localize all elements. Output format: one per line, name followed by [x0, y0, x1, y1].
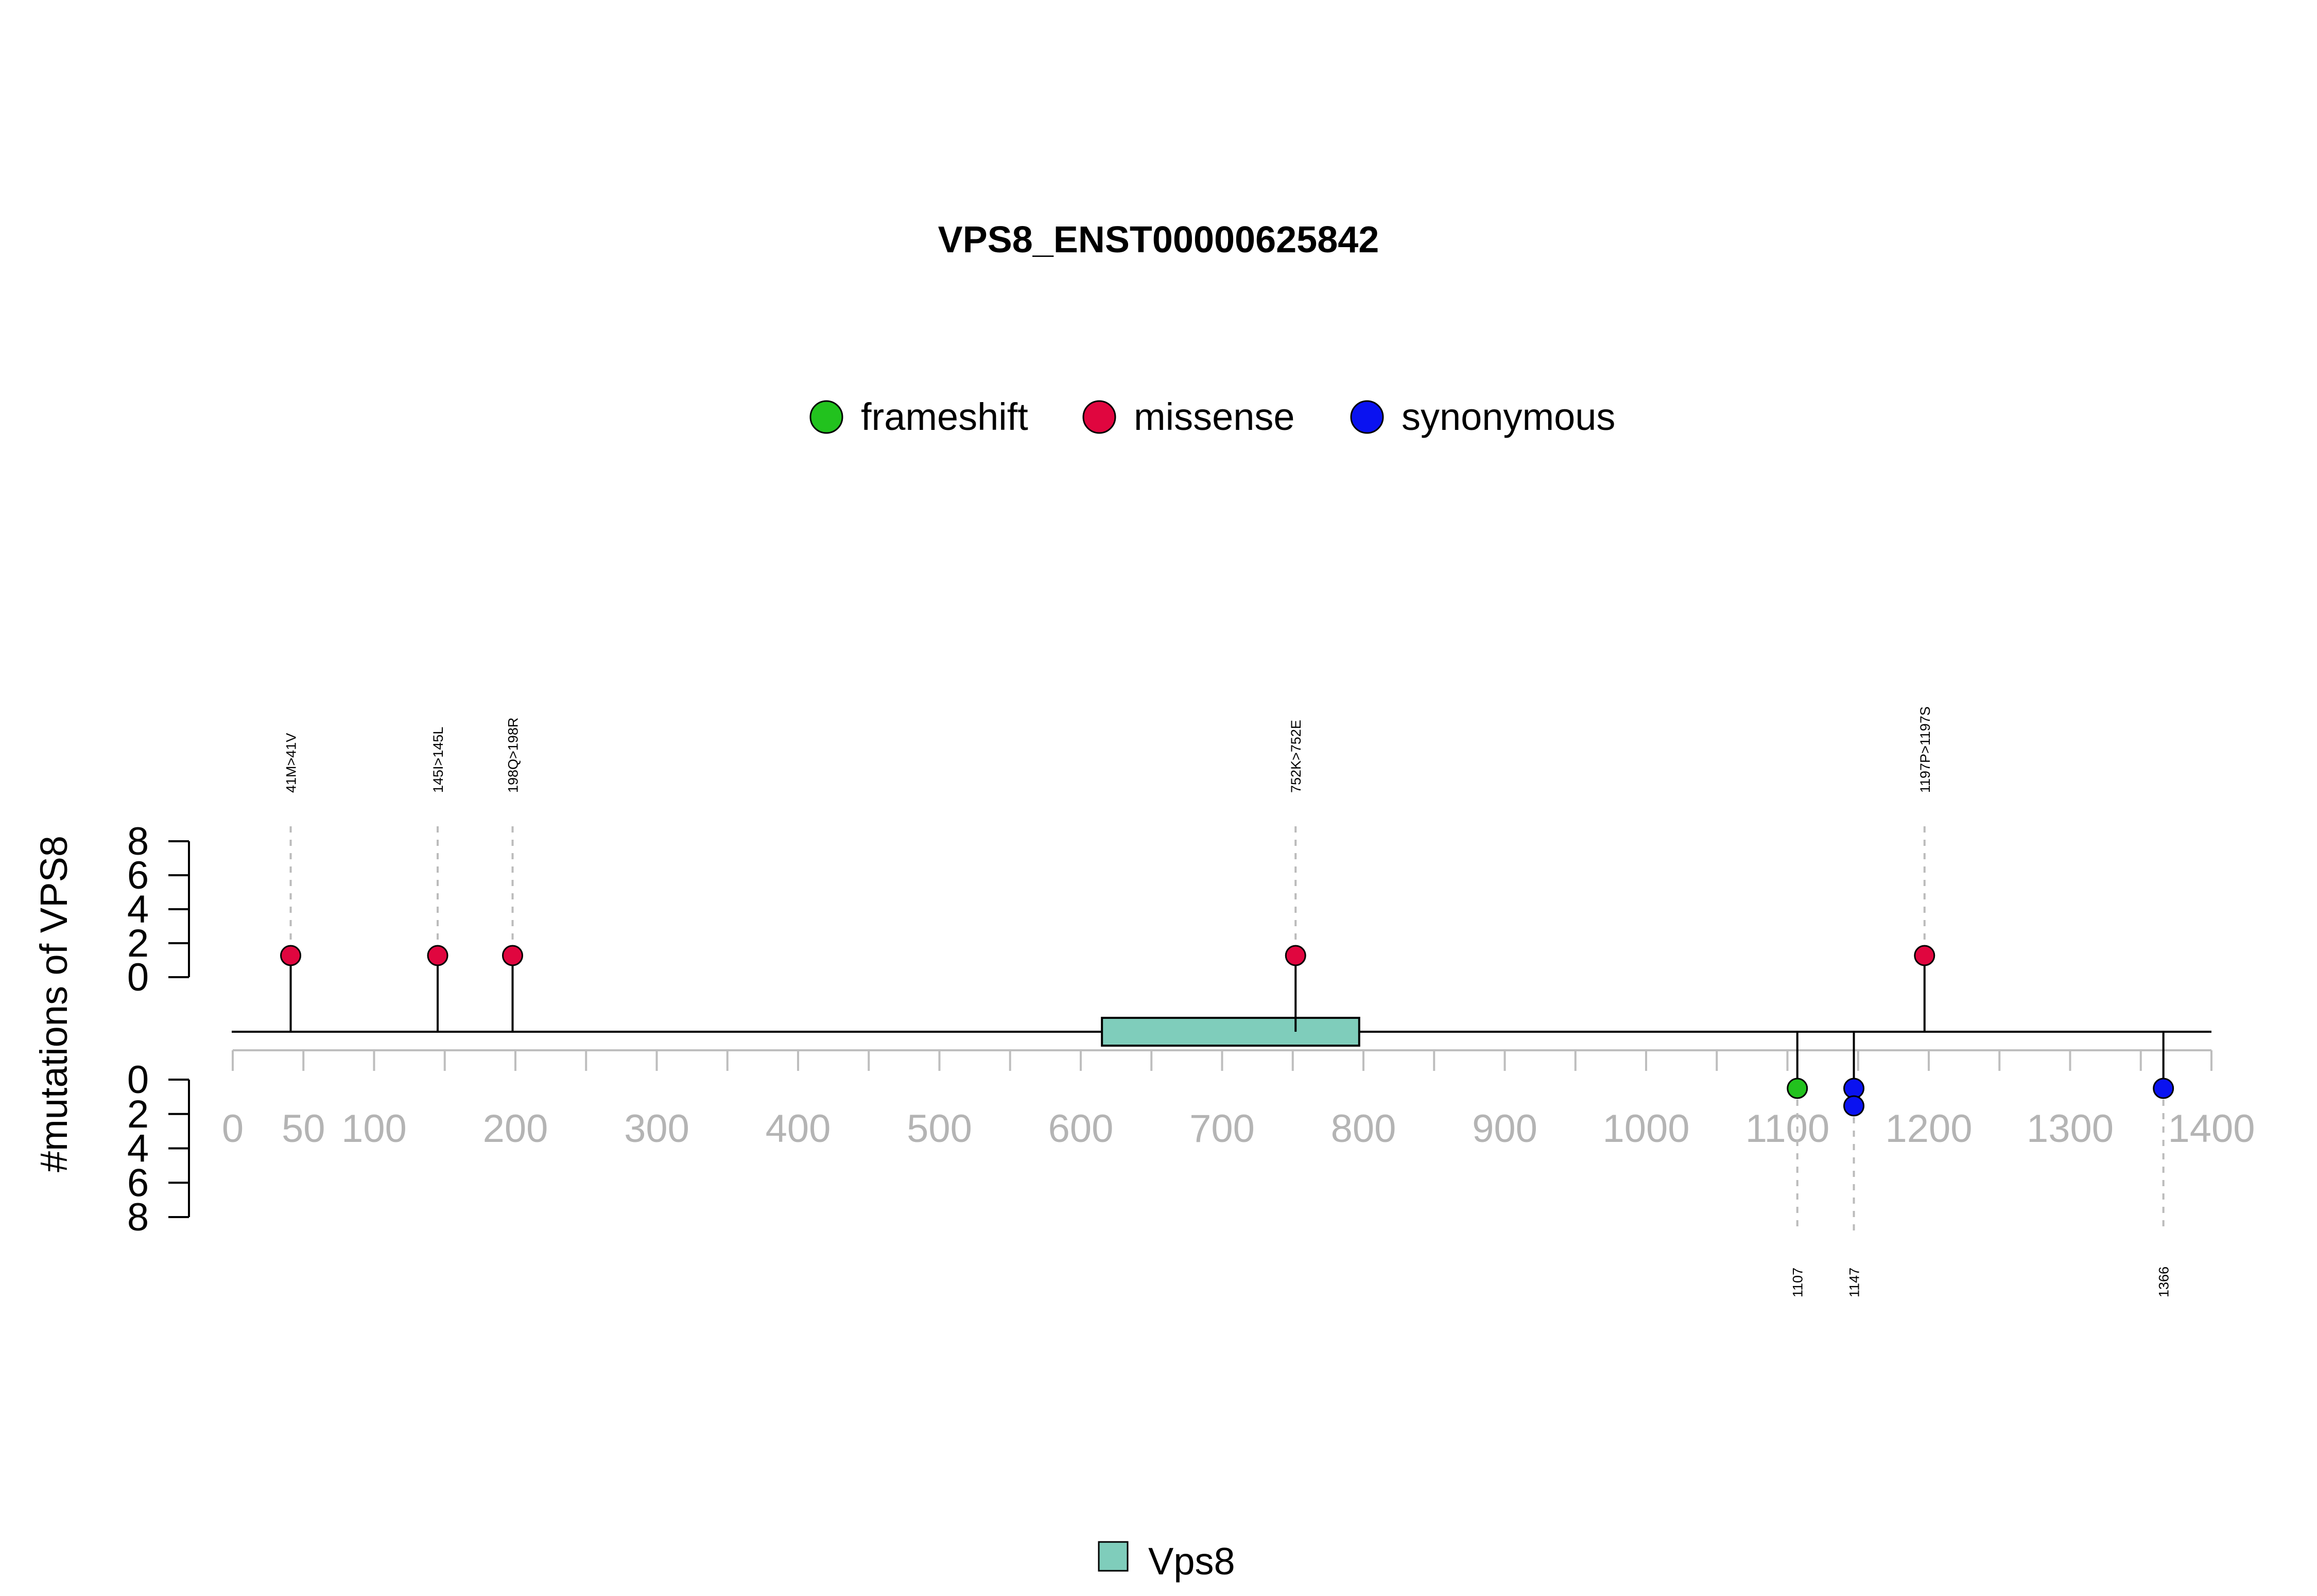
- x-tick-label-500: 500: [907, 1107, 972, 1151]
- mutation-lollipops: 41M>41V 145I>145L 198Q>198R 752K>752E 1197P>…: [280, 706, 2174, 1297]
- legend-synonymous-label: synonymous: [1402, 395, 1615, 438]
- mutation-type-legend: frameshift missense synonymous: [809, 395, 1615, 438]
- legend-synonymous-marker: [1350, 400, 1384, 434]
- y-tick-label-bottom-0: 0: [127, 1058, 149, 1102]
- mutation-label-752: 752K>752E: [1288, 720, 1304, 793]
- mutation-dot-1147: [1843, 1078, 1865, 1099]
- x-tick-label-200: 200: [483, 1107, 548, 1151]
- mutation-label-1147: 1147: [1847, 1268, 1862, 1297]
- y-tick-label-top-0: 0: [127, 956, 149, 999]
- x-tick-label-800: 800: [1331, 1107, 1396, 1151]
- x-tick-label-1400: 1400: [2168, 1107, 2255, 1151]
- y-tick-label-bottom-8: 8: [127, 1195, 149, 1239]
- y-tick-label-bottom-2: 2: [127, 1092, 149, 1136]
- chart-title: VPS8_ENST00000625842: [938, 219, 1379, 261]
- mutation-label-1197: 1197P>1197S: [1917, 706, 1933, 793]
- domain-layer: [1101, 1017, 1360, 1047]
- legend-frameshift-label: frameshift: [861, 395, 1028, 438]
- mutation-label-1366: 1366: [2156, 1267, 2172, 1297]
- x-tick-label-300: 300: [624, 1107, 689, 1151]
- mutation-label-41: 41M>41V: [284, 733, 299, 793]
- x-tick-label-400: 400: [766, 1107, 831, 1151]
- domain-Vps8: [1101, 1017, 1360, 1047]
- y-tick-label-top-2: 2: [127, 922, 149, 965]
- y-tick-label-top-6: 6: [127, 854, 149, 897]
- x-tick-label-1300: 1300: [2027, 1107, 2114, 1151]
- legend-missense-label: missense: [1134, 395, 1295, 438]
- x-tick-label-100: 100: [341, 1107, 407, 1151]
- y-tick-label-bottom-6: 6: [127, 1161, 149, 1205]
- x-tick-label-700: 700: [1189, 1107, 1255, 1151]
- mutation-dot-41: [280, 945, 302, 966]
- x-tick-label-600: 600: [1048, 1107, 1114, 1151]
- domain-legend: Vps8: [1098, 1540, 1235, 1583]
- x-axis: 0 50 100 200 300 400 500 600 700 800 900 1000 1100 12…: [222, 1049, 2255, 1151]
- x-tick-label-1000: 1000: [1602, 1107, 1689, 1151]
- x-tick-label-1200: 1200: [1885, 1107, 1972, 1151]
- mutation-label-1107: 1107: [1790, 1268, 1806, 1297]
- mutation-label-145: 145I>145L: [430, 727, 446, 793]
- domain-legend-label: Vps8: [1148, 1540, 1235, 1583]
- y-tick-label-top-4: 4: [127, 888, 149, 931]
- legend-missense-marker: [1082, 400, 1116, 434]
- x-tick-label-1100: 1100: [1745, 1107, 1829, 1151]
- mutation-dot-145: [427, 945, 448, 966]
- legend-frameshift-marker: [809, 400, 843, 434]
- mutation-dot-1107: [1787, 1078, 1808, 1099]
- y-tick-label-bottom-4: 4: [127, 1127, 149, 1171]
- y-tick-label-top-8: 8: [127, 820, 149, 863]
- mutation-label-198: 198Q>198R: [506, 718, 521, 793]
- mutation-dot-198: [502, 945, 524, 966]
- y-axis-label: #mutations of VPS8: [32, 836, 75, 1172]
- x-tick-label-900: 900: [1472, 1107, 1537, 1151]
- mutation-dot-1366: [2153, 1078, 2174, 1099]
- x-tick-label-50: 50: [282, 1107, 325, 1151]
- domain-legend-swatch: [1098, 1541, 1129, 1572]
- x-tick-label-0: 0: [222, 1107, 244, 1151]
- mutation-dot-752: [1285, 945, 1306, 966]
- mutation-dot-1197: [1914, 945, 1935, 966]
- mutation-dot-1147: [1843, 1095, 1865, 1117]
